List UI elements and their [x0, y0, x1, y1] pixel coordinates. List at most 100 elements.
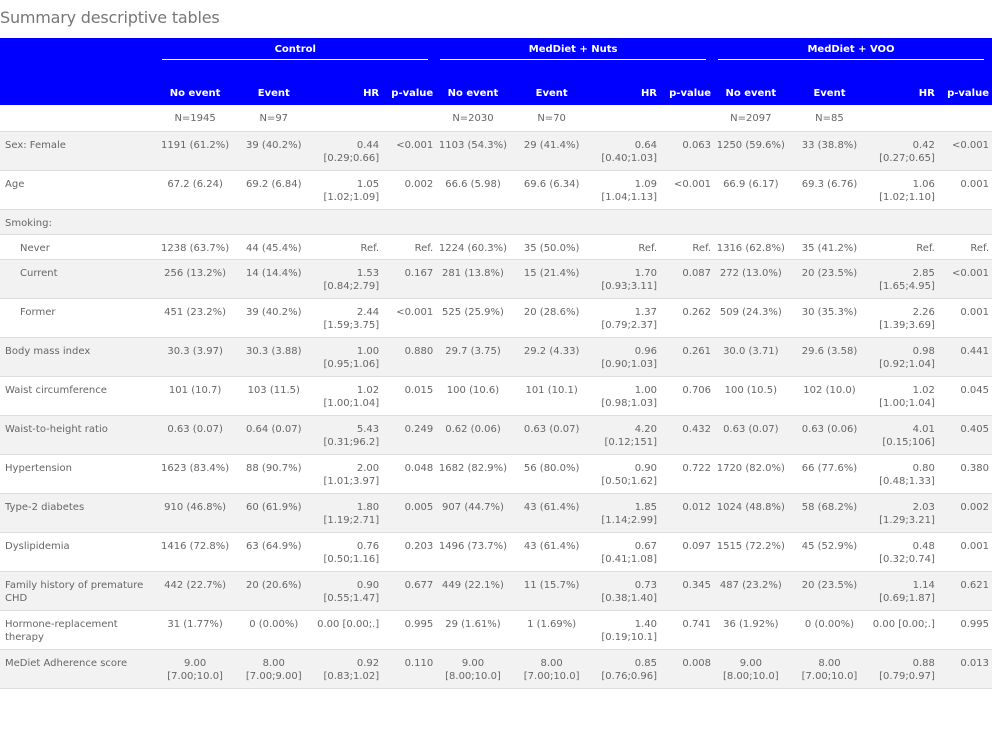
group-label: MedDiet + Nuts: [440, 40, 707, 60]
cell-pvalue: 0.002: [942, 493, 992, 533]
cell-pvalue: 0.380: [942, 454, 992, 494]
cell-event: 101 (10.1): [509, 376, 594, 416]
cell-pvalue: 0.110: [387, 649, 437, 689]
cell-pvalue: 0.002: [387, 170, 437, 210]
cell-event: [787, 209, 872, 235]
col-header-event: Event: [787, 62, 872, 105]
cell-event: 56 (80.0%): [509, 454, 594, 494]
cell-no-event: 30.0 (3.71): [714, 337, 788, 377]
cell-no-event: 442 (22.7%): [158, 571, 232, 611]
cell-hr: 1.14 [0.69;1.87]: [871, 571, 943, 611]
row-label: Smoking:: [0, 209, 159, 235]
cell-hr: 0.96 [0.90;1.03]: [593, 337, 666, 377]
cell-pvalue: 0.741: [665, 610, 715, 650]
cell-hr: 4.01 [0.15;106]: [871, 415, 943, 455]
cell-hr: 2.44 [1.59;3.75]: [315, 298, 388, 338]
cell-event: 103 (11.5): [231, 376, 316, 416]
cell-event: 0 (0.00%): [231, 610, 316, 650]
n-empty: [665, 105, 715, 132]
cell-no-event: 31 (1.77%): [158, 610, 232, 650]
n-empty: [387, 105, 437, 132]
cell-pvalue: 0.008: [665, 649, 715, 689]
cell-pvalue: 0.261: [665, 337, 715, 377]
cell-pvalue: [665, 209, 715, 235]
row-label: Family history of premature CHD: [0, 571, 159, 611]
table-row: Former 451 (23.2%) 39 (40.2%) 2.44 [1.59;3.…: [0, 298, 992, 338]
page-title: Summary descriptive tables: [0, 8, 220, 27]
row-label: Hypertension: [0, 454, 159, 494]
group-label: MedDiet + VOO: [718, 40, 984, 60]
table-row: Hypertension 1623 (83.4%) 88 (90.7%) 2.00 […: [0, 454, 992, 494]
cell-pvalue: 0.087: [665, 259, 715, 299]
group-header-voo: MedDiet + VOO: [714, 38, 992, 62]
cell-event: 20 (20.6%): [231, 571, 316, 611]
table-row: Age 67.2 (6.24) 69.2 (6.84) 1.05 [1.02;1.09…: [0, 170, 992, 210]
cell-pvalue: 0.432: [665, 415, 715, 455]
cell-pvalue: 0.015: [387, 376, 437, 416]
cell-hr: 1.02 [1.00;1.04]: [315, 376, 388, 416]
cell-hr: 2.03 [1.29;3.21]: [871, 493, 943, 533]
n-count: N=70: [509, 105, 594, 132]
cell-no-event: 1250 (59.6%): [714, 131, 788, 171]
cell-hr: Ref.: [871, 234, 943, 260]
col-header-event: Event: [231, 62, 316, 105]
cell-event: 69.6 (6.34): [509, 170, 594, 210]
cell-no-event: 1191 (61.2%): [158, 131, 232, 171]
table-header: Control MedDiet + Nuts MedDiet + VOO No …: [0, 38, 992, 105]
cell-event: 43 (61.4%): [509, 493, 594, 533]
cell-pvalue: 0.995: [942, 610, 992, 650]
cell-no-event: 9.00 [8.00;10.0]: [714, 649, 788, 689]
cell-pvalue: 0.012: [665, 493, 715, 533]
row-label: Type-2 diabetes: [0, 493, 159, 533]
corner-cell: [0, 38, 159, 62]
cell-pvalue: 0.001: [942, 532, 992, 572]
cell-event: 20 (23.5%): [787, 571, 872, 611]
cell-pvalue: <0.001: [387, 298, 437, 338]
n-row-label: [0, 105, 159, 132]
cell-hr: 1.37 [0.79;2.37]: [593, 298, 666, 338]
cell-hr: 0.00 [0.00;.]: [871, 610, 943, 650]
cell-event: 88 (90.7%): [231, 454, 316, 494]
cell-pvalue: 0.045: [942, 376, 992, 416]
cell-hr: 0.73 [0.38;1.40]: [593, 571, 666, 611]
cell-event: 69.2 (6.84): [231, 170, 316, 210]
cell-pvalue: 0.995: [387, 610, 437, 650]
group-label: Control: [162, 40, 429, 60]
table-row: Dyslipidemia 1416 (72.8%) 63 (64.9%) 0.76 […: [0, 532, 992, 572]
cell-event: 8.00 [7.00;9.00]: [231, 649, 316, 689]
cell-pvalue: <0.001: [387, 131, 437, 171]
cell-event: 30 (35.3%): [787, 298, 872, 338]
col-header-event: Event: [509, 62, 594, 105]
table-row: Current 256 (13.2%) 14 (14.4%) 1.53 [0.84;2…: [0, 259, 992, 299]
n-count: N=1945: [158, 105, 232, 132]
cell-event: 63 (64.9%): [231, 532, 316, 572]
cell-event: 43 (61.4%): [509, 532, 594, 572]
cell-no-event: 101 (10.7): [158, 376, 232, 416]
cell-pvalue: [387, 209, 437, 235]
col-header-no-event: No event: [158, 62, 232, 105]
cell-no-event: 1496 (73.7%): [436, 532, 510, 572]
cell-event: 8.00 [7.00;10.0]: [509, 649, 594, 689]
cell-hr: Ref.: [315, 234, 388, 260]
cell-no-event: 907 (44.7%): [436, 493, 510, 533]
row-label: Sex: Female: [0, 131, 159, 171]
cell-event: 29.2 (4.33): [509, 337, 594, 377]
cell-event: 45 (52.9%): [787, 532, 872, 572]
cell-hr: 0.90 [0.55;1.47]: [315, 571, 388, 611]
cell-no-event: 1224 (60.3%): [436, 234, 510, 260]
cell-no-event: 1416 (72.8%): [158, 532, 232, 572]
cell-event: 1 (1.69%): [509, 610, 594, 650]
cell-event: 0.64 (0.07): [231, 415, 316, 455]
cell-hr: 0.80 [0.48;1.33]: [871, 454, 943, 494]
cell-hr: 0.00 [0.00;.]: [315, 610, 388, 650]
cell-event: 39 (40.2%): [231, 131, 316, 171]
row-label: Waist-to-height ratio: [0, 415, 159, 455]
table-row: Body mass index 30.3 (3.97) 30.3 (3.88) 1.0…: [0, 337, 992, 377]
cell-no-event: 0.62 (0.06): [436, 415, 510, 455]
cell-event: 15 (21.4%): [509, 259, 594, 299]
cell-pvalue: 0.880: [387, 337, 437, 377]
cell-hr: 1.53 [0.84;2.79]: [315, 259, 388, 299]
table-row: Sex: Female 1191 (61.2%) 39 (40.2%) 0.44 [0…: [0, 131, 992, 171]
cell-no-event: 1623 (83.4%): [158, 454, 232, 494]
cell-no-event: 256 (13.2%): [158, 259, 232, 299]
